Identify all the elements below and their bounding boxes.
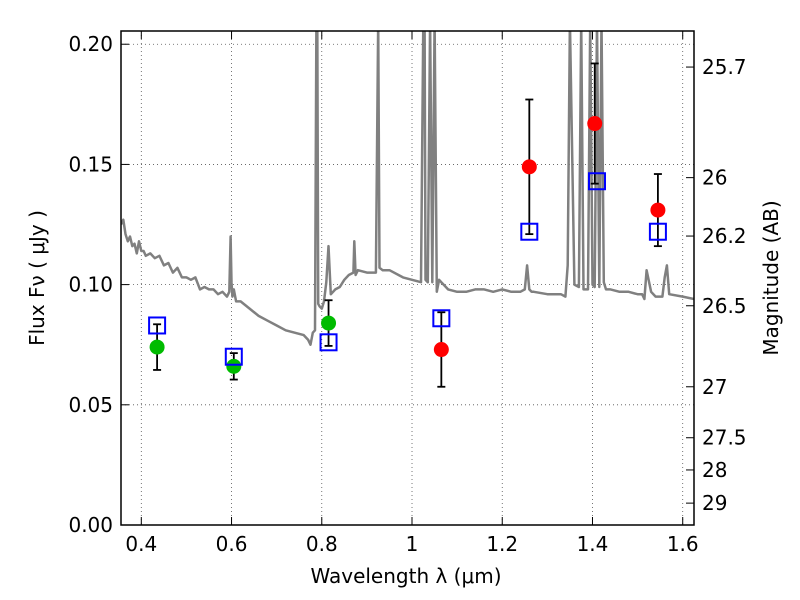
x-tick-label: 1 <box>406 532 419 556</box>
mag-tick-label: 28 <box>702 458 727 482</box>
y-axis-label: Flux Fν ( μJy ) <box>25 210 49 346</box>
mag-tick-label: 29 <box>702 491 727 515</box>
mag-tick-label: 25.7 <box>702 55 747 79</box>
red-data-point <box>587 116 603 132</box>
green-data-point <box>149 339 165 355</box>
x-axis-label: Wavelength λ (μm) <box>310 564 501 588</box>
data-points-layer <box>148 62 667 388</box>
y-tick-label: 0.20 <box>68 32 113 56</box>
mag-tick-label: 26 <box>702 166 727 190</box>
model-photometry-box <box>432 309 451 328</box>
red-data-point <box>650 202 666 218</box>
x-tick-label: 1.2 <box>486 532 518 556</box>
model-photometry-box <box>587 172 606 191</box>
mag-tick-label: 26.5 <box>702 294 747 318</box>
green-data-point <box>321 315 337 331</box>
y-tick-label: 0.00 <box>68 513 113 537</box>
model-spectrum-layer <box>121 31 694 346</box>
x-tick-label: 0.6 <box>216 532 248 556</box>
model-photometry-box <box>148 316 167 335</box>
right-axis-label: Magnitude (AB) <box>759 200 783 355</box>
model-photometry-box <box>520 222 539 241</box>
ticks-layer: 0.4 0.6 0.8 1 1.2 1.4 1.6 0.00 0.05 0.10 0.15 0.20 2… <box>68 31 747 556</box>
green-data-point <box>226 358 242 374</box>
red-data-point <box>521 159 537 175</box>
model-photometry-box <box>319 333 338 352</box>
mag-tick-label: 27.5 <box>702 426 747 450</box>
y-tick-label: 0.05 <box>68 393 113 417</box>
red-data-point <box>433 342 449 358</box>
model-spectrum-line <box>121 31 694 346</box>
x-tick-label: 0.8 <box>306 532 338 556</box>
mag-tick-label: 27 <box>702 375 727 399</box>
x-tick-label: 1.4 <box>577 532 609 556</box>
x-tick-label: 0.4 <box>125 532 157 556</box>
mag-tick-label: 26.2 <box>702 224 747 248</box>
plot-frame <box>120 30 695 526</box>
y-tick-label: 0.15 <box>68 152 113 176</box>
y-tick-label: 0.10 <box>68 273 113 297</box>
model-photometry-box <box>224 347 243 366</box>
x-tick-label: 1.6 <box>667 532 699 556</box>
model-photometry-box <box>648 222 667 241</box>
